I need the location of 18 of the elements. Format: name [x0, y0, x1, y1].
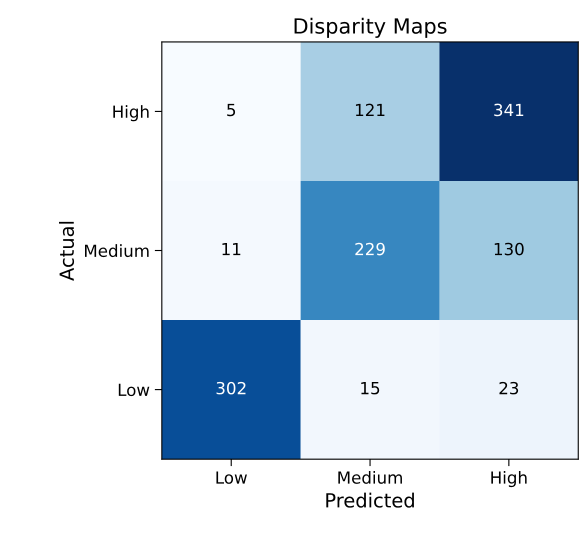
data-label: 121	[356, 104, 384, 116]
data-label: 23	[499, 382, 518, 394]
data-label: 341	[494, 104, 524, 116]
y-tick-label: Low	[118, 384, 150, 396]
data-label: 11	[222, 242, 240, 256]
x-tick-label: Medium	[338, 470, 402, 484]
data-label: 15	[361, 382, 380, 394]
x-axis-title: Predicted	[326, 492, 414, 508]
data-label: 302	[216, 382, 246, 394]
y-axis-title: Actual	[58, 222, 74, 281]
x-tick-label: Low	[216, 471, 247, 484]
y-tick-label: High	[113, 105, 149, 122]
data-label: 229	[355, 242, 385, 256]
y-tick-label: Medium	[85, 244, 149, 258]
chart-title: Disparity Maps	[294, 18, 447, 38]
data-label: 5	[227, 104, 236, 116]
data-label: 130	[494, 242, 524, 256]
x-tick-label: High	[491, 470, 527, 488]
